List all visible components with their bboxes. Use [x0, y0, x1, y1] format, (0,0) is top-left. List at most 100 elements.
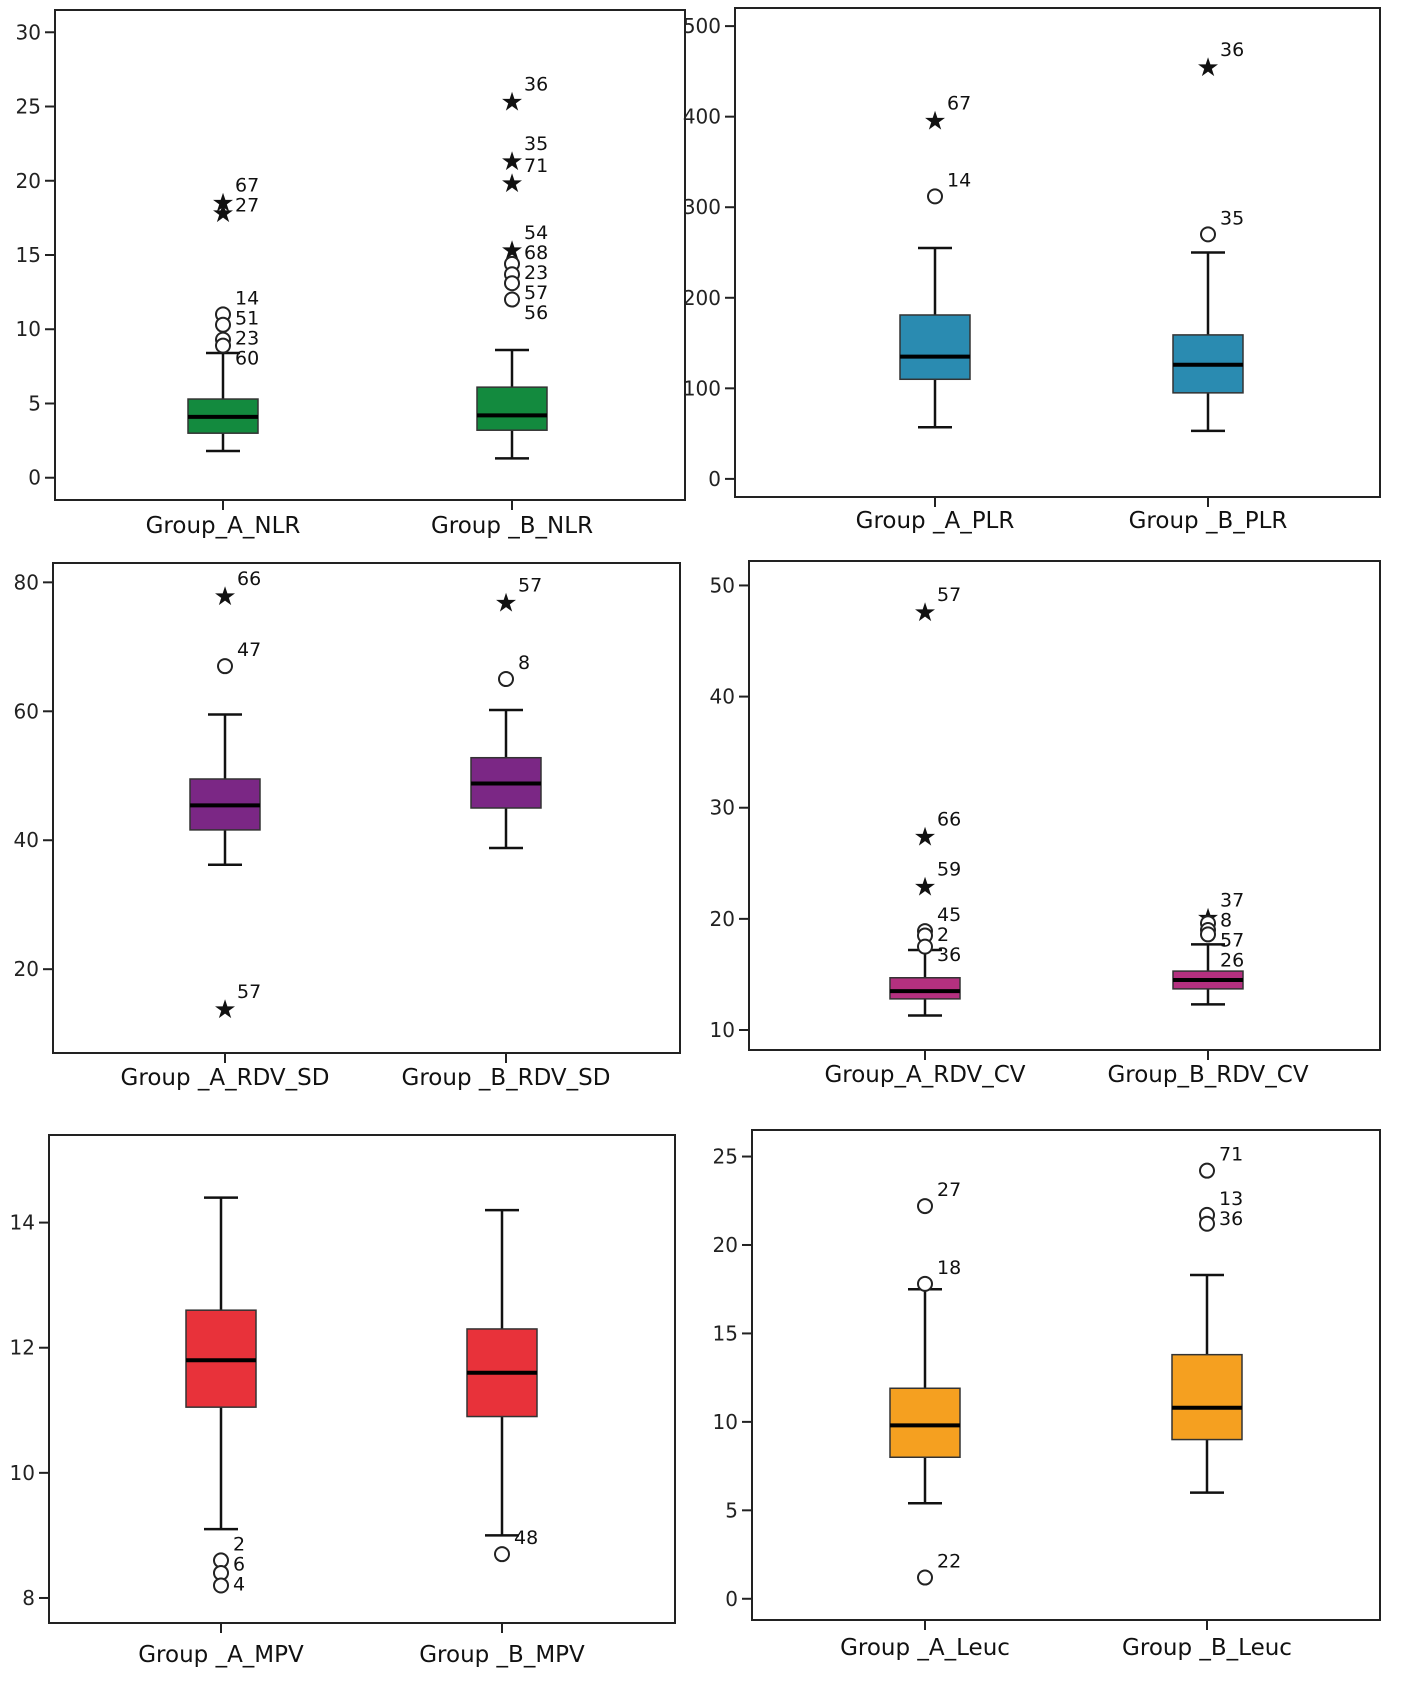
outlier-case-label: 60 — [235, 347, 259, 369]
outlier-case-label: 6 — [233, 1553, 245, 1575]
x-category-label: Group_A_NLR — [146, 513, 301, 539]
outlier-case-label: 8 — [1220, 910, 1232, 932]
y-tick-label: 20 — [713, 1233, 738, 1257]
outlier-case-label: 18 — [937, 1257, 961, 1279]
x-category-label: Group _B_Leuc — [1122, 1635, 1292, 1661]
outlier-circle — [917, 1275, 933, 1292]
outlier-circle — [917, 1198, 933, 1215]
y-tick-label: 10 — [713, 1410, 738, 1434]
y-tick-label: 10 — [16, 317, 41, 341]
x-category-label: Group _B_MPV — [419, 1642, 585, 1668]
plot-frame — [734, 7, 1381, 498]
box-plot: ★36 35 — [1172, 39, 1244, 433]
outlier-case-label: 67 — [235, 175, 259, 197]
outlier-case-label: 35 — [524, 133, 548, 155]
outlier-case-label: 66 — [237, 568, 261, 590]
outlier-case-label: 8 — [518, 652, 530, 674]
outlier-extreme-star: ★ — [213, 582, 236, 612]
x-category-label: Group _B_RDV_SD — [402, 1065, 611, 1091]
y-tick-label: 0 — [28, 466, 41, 490]
x-category-label: Group _A_RDV_SD — [121, 1065, 330, 1091]
outlier-circle — [917, 938, 933, 955]
x-category-label: Group _A_MPV — [138, 1642, 304, 1668]
outlier-case-label: 36 — [937, 944, 961, 966]
outlier-circle — [217, 658, 233, 675]
outlier-case-label: 23 — [524, 262, 548, 284]
y-tick-label: 40 — [14, 828, 39, 852]
outlier-circle — [504, 275, 520, 292]
outlier-circle — [504, 291, 520, 308]
outlier-extreme-star: ★ — [213, 995, 236, 1025]
y-tick-label: 10 — [10, 1461, 35, 1485]
outlier-circle — [917, 1569, 933, 1586]
y-tick-label: 25 — [713, 1145, 738, 1169]
y-tick-label: 20 — [710, 907, 735, 931]
iqr-box — [1171, 1353, 1243, 1441]
outlier-case-label: 4 — [233, 1573, 245, 1595]
y-tick-label: 300 — [683, 195, 721, 219]
x-category-label: Group _A_Leuc — [840, 1635, 1010, 1661]
outlier-case-label: 14 — [947, 169, 971, 191]
iqr-box — [889, 977, 961, 1000]
outlier-case-label: 57 — [237, 981, 261, 1003]
y-tick-label: 40 — [710, 685, 735, 709]
x-category-label: Group_B_RDV_CV — [1107, 1062, 1308, 1088]
y-tick-label: 5 — [725, 1498, 738, 1522]
y-tick-label: 400 — [683, 105, 721, 129]
y-tick-label: 25 — [16, 95, 41, 119]
y-tick-label: 5 — [28, 391, 41, 415]
box-plot: ★67 14 — [899, 92, 971, 429]
outlier-circle — [498, 671, 514, 688]
y-tick-label: 80 — [14, 570, 39, 594]
y-tick-label: 20 — [16, 169, 41, 193]
outlier-case-label: 57 — [1220, 930, 1244, 952]
y-tick-label: 30 — [16, 20, 41, 44]
outlier-case-label: 27 — [937, 1179, 961, 1201]
outlier-case-label: 27 — [235, 195, 259, 217]
outlier-extreme-star: ★ — [913, 823, 936, 853]
x-category-label: Group _B_PLR — [1129, 508, 1288, 534]
plot-frame — [52, 562, 681, 1054]
box-plot: 27 18 22 — [889, 1179, 961, 1586]
x-category-label: Group _A_PLR — [856, 508, 1015, 534]
outlier-circle — [1200, 226, 1216, 243]
box-plot: ★57 8 — [470, 575, 542, 850]
outlier-circle — [494, 1546, 510, 1563]
outlier-extreme-star: ★ — [494, 589, 517, 619]
outlier-case-label: 54 — [524, 222, 548, 244]
y-tick-label: 50 — [710, 573, 735, 597]
chart-panel: 0 5 10 15 20 25 Group _A_Leuc Group _B_Leuc 27 18… — [713, 1129, 1381, 1661]
plot-frame — [54, 9, 686, 501]
y-tick-label: 60 — [14, 699, 39, 723]
outlier-extreme-star: ★ — [500, 147, 523, 177]
y-tick-label: 20 — [14, 957, 39, 981]
y-tick-label: 8 — [22, 1586, 35, 1610]
outlier-case-label: 68 — [524, 242, 548, 264]
outlier-case-label: 2 — [937, 924, 949, 946]
outlier-circle — [927, 188, 943, 205]
y-tick-label: 0 — [725, 1587, 738, 1611]
iqr-box — [899, 314, 971, 381]
outlier-extreme-star: ★ — [500, 169, 523, 199]
outlier-circle — [215, 316, 231, 333]
box-plot: 264 — [185, 1196, 257, 1595]
y-tick-label: 12 — [10, 1336, 35, 1360]
outlier-circle — [1199, 1215, 1215, 1232]
outlier-case-label: 37 — [1220, 890, 1244, 912]
outlier-case-label: 57 — [937, 584, 961, 606]
y-tick-label: 100 — [683, 376, 721, 400]
outlier-extreme-star: ★ — [500, 88, 523, 118]
box-plot: 48 — [466, 1208, 538, 1563]
outlier-case-label: 2 — [233, 1533, 245, 1555]
x-category-label: Group_A_RDV_CV — [824, 1062, 1025, 1088]
y-tick-label: 500 — [683, 14, 721, 38]
outlier-extreme-star: ★ — [913, 598, 936, 628]
outlier-case-label: 14 — [235, 287, 259, 309]
outlier-case-label: 47 — [237, 639, 261, 661]
